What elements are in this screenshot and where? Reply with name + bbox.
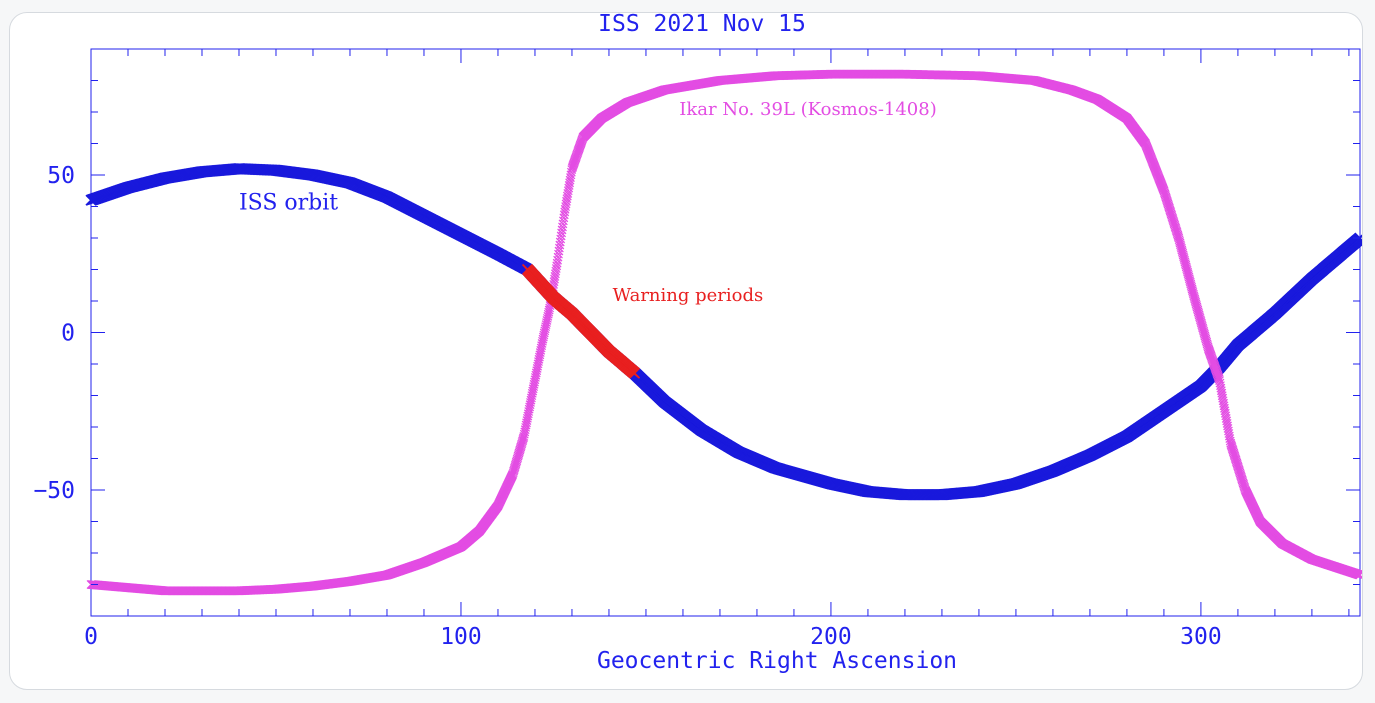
plot-frame xyxy=(90,48,1361,617)
chart-card: 0 100 200 300 50 0 −50 ISS 2021 Nov 15 Geocent… xyxy=(9,12,1363,690)
series-0 xyxy=(85,163,1362,501)
series-1 xyxy=(86,69,1362,596)
